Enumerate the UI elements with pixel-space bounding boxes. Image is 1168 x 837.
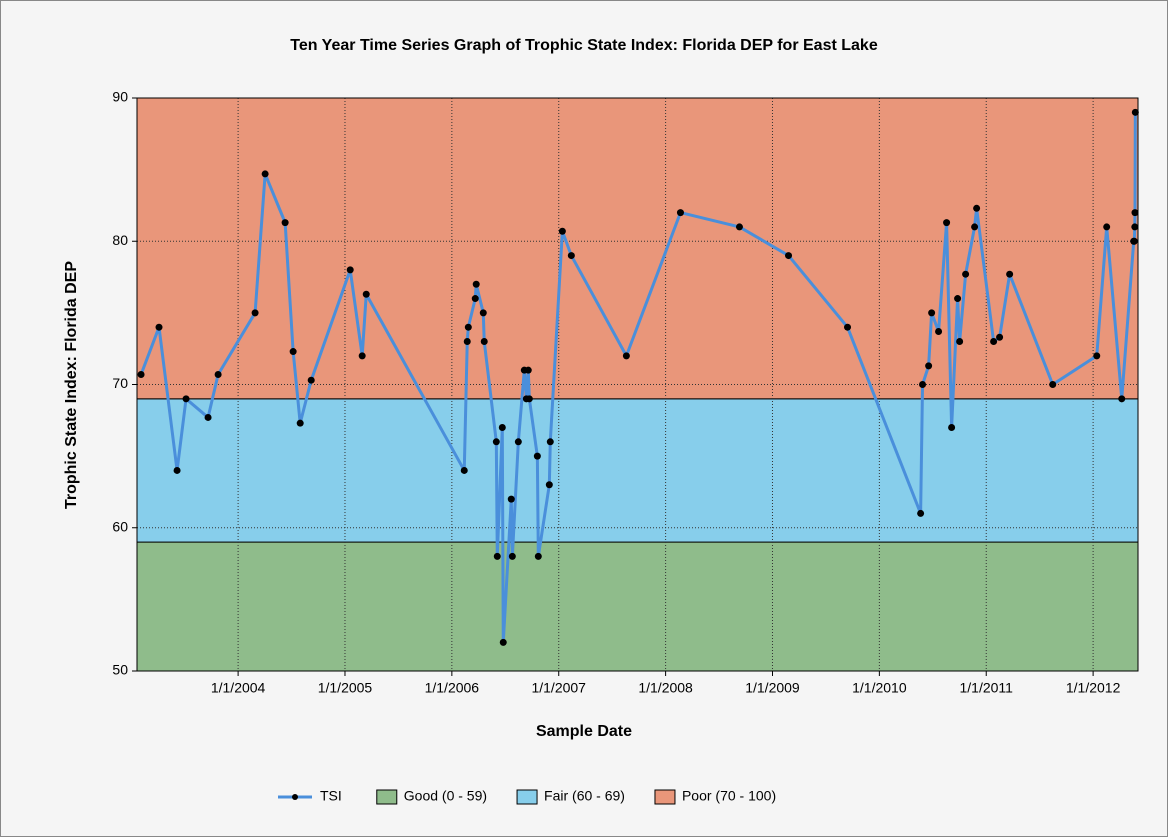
point bbox=[362, 290, 370, 298]
y-tick-label: 70 bbox=[112, 375, 128, 391]
point bbox=[463, 338, 471, 346]
point bbox=[1118, 395, 1126, 403]
legend-label: Poor (70 - 100) bbox=[682, 788, 776, 804]
band bbox=[136, 541, 1139, 672]
x-tick-label: 1/1/2010 bbox=[852, 680, 907, 696]
x-tick-label: 1/1/2011 bbox=[960, 680, 1014, 696]
point bbox=[514, 438, 522, 446]
point bbox=[545, 481, 553, 489]
x-tick-label: 1/1/2009 bbox=[745, 680, 800, 696]
point bbox=[925, 362, 933, 370]
point bbox=[928, 309, 936, 317]
point bbox=[1093, 352, 1101, 360]
x-tick-label: 1/1/2012 bbox=[1066, 680, 1121, 696]
point bbox=[524, 366, 532, 374]
y-axis-title: Trophic State Index: Florida DEP bbox=[63, 261, 80, 509]
point bbox=[1006, 270, 1014, 278]
x-axis-title: Sample Date bbox=[536, 723, 632, 740]
point bbox=[785, 252, 793, 260]
point bbox=[546, 438, 554, 446]
point bbox=[472, 280, 480, 288]
point bbox=[508, 552, 516, 560]
point bbox=[289, 348, 297, 356]
x-tick-label: 1/1/2007 bbox=[531, 680, 586, 696]
point bbox=[492, 438, 500, 446]
point bbox=[935, 327, 943, 335]
band bbox=[136, 398, 1139, 543]
point bbox=[567, 252, 575, 260]
line bbox=[139, 112, 1137, 644]
point bbox=[1103, 223, 1111, 231]
y-tick-label: 50 bbox=[112, 662, 128, 678]
point bbox=[1131, 108, 1139, 116]
point bbox=[735, 223, 743, 231]
point bbox=[480, 338, 488, 346]
point bbox=[954, 295, 962, 303]
point bbox=[1131, 223, 1139, 231]
legend-label: Good (0 - 59) bbox=[404, 788, 487, 804]
chart-title: Ten Year Time Series Graph of Trophic St… bbox=[290, 37, 878, 54]
point bbox=[558, 227, 566, 235]
plot-frame bbox=[136, 97, 1139, 672]
point bbox=[956, 338, 964, 346]
point bbox=[533, 452, 541, 460]
x-tick-label: 1/1/2008 bbox=[638, 680, 693, 696]
point bbox=[498, 423, 506, 431]
x-tick-label: 1/1/2004 bbox=[211, 680, 266, 696]
point bbox=[996, 333, 1004, 341]
point bbox=[251, 309, 259, 317]
point bbox=[525, 395, 533, 403]
point bbox=[261, 170, 269, 178]
y-tick-label: 90 bbox=[112, 89, 128, 105]
point bbox=[676, 209, 684, 217]
y-tick-label: 80 bbox=[112, 232, 128, 248]
point bbox=[214, 370, 222, 378]
legend-swatch bbox=[516, 789, 538, 805]
legend-swatch bbox=[376, 789, 398, 805]
point bbox=[281, 219, 289, 227]
legend-swatch bbox=[654, 789, 676, 805]
x-tick-label: 1/1/2006 bbox=[425, 680, 480, 696]
point bbox=[962, 270, 970, 278]
point bbox=[919, 381, 927, 388]
point bbox=[137, 370, 145, 378]
point bbox=[1049, 381, 1057, 388]
point bbox=[182, 395, 190, 403]
point bbox=[499, 638, 507, 646]
point bbox=[507, 495, 515, 503]
legend-label: Fair (60 - 69) bbox=[544, 788, 625, 804]
point bbox=[173, 466, 181, 474]
legend-label: TSI bbox=[320, 788, 342, 804]
point bbox=[464, 323, 472, 331]
point bbox=[973, 204, 981, 212]
y-tick-label: 60 bbox=[112, 518, 128, 534]
point bbox=[534, 552, 542, 560]
point bbox=[204, 413, 212, 421]
point bbox=[471, 295, 479, 303]
point bbox=[917, 509, 925, 517]
point bbox=[460, 466, 468, 474]
point bbox=[155, 323, 163, 331]
point bbox=[971, 223, 979, 231]
point bbox=[990, 338, 998, 346]
point bbox=[1131, 209, 1139, 217]
point bbox=[307, 376, 315, 384]
point bbox=[622, 352, 630, 360]
point bbox=[296, 419, 304, 427]
point bbox=[346, 266, 354, 274]
point bbox=[943, 219, 951, 227]
point bbox=[1130, 237, 1138, 245]
point bbox=[844, 323, 852, 331]
point bbox=[948, 423, 956, 431]
point bbox=[493, 552, 501, 560]
x-tick-label: 1/1/2005 bbox=[318, 680, 373, 696]
point bbox=[358, 352, 366, 360]
point bbox=[479, 309, 487, 317]
legend-point bbox=[292, 794, 298, 800]
